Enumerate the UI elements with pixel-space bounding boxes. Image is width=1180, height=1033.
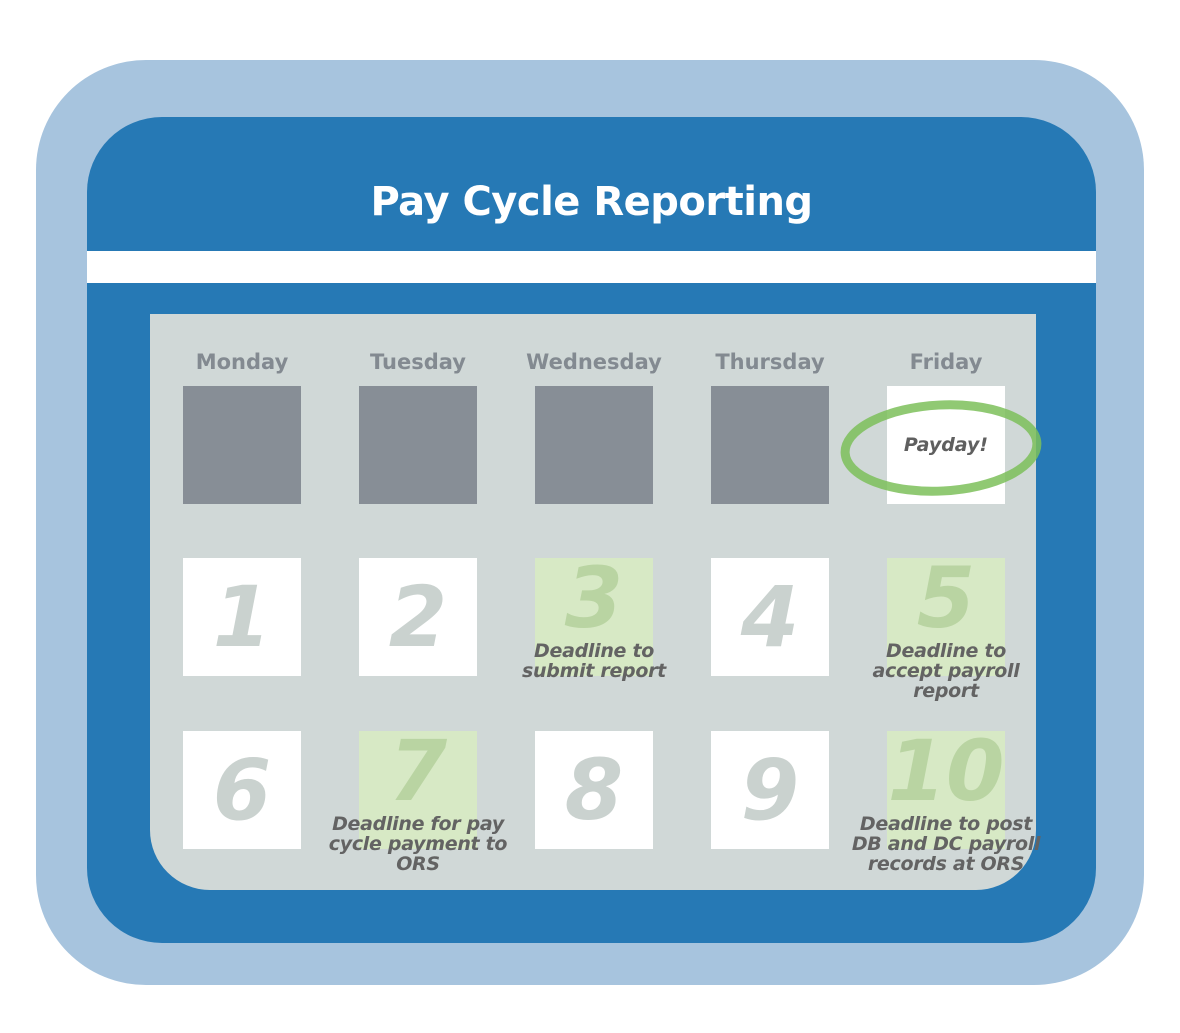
payday-circle-icon [840, 400, 1042, 496]
day-cell-5: 5 [887, 549, 1005, 676]
day-cell-3: 3 [535, 549, 653, 676]
day-header-thursday: Thursday [715, 350, 825, 374]
day-number: 7 [388, 722, 448, 820]
day-cell-2: 2 [359, 558, 477, 676]
day-header-friday: Friday [909, 350, 983, 374]
calendar-title: Pay Cycle Reporting [370, 179, 813, 225]
deadline-note: Deadline for pay cycle payment to ORS [328, 813, 508, 875]
day-number: 5 [916, 549, 976, 647]
blank-day-cell [183, 386, 301, 504]
day-number: 9 [740, 741, 800, 839]
day-cell-8: 8 [535, 731, 653, 849]
day-header-monday: Monday [195, 350, 289, 374]
day-cell-6: 6 [183, 731, 301, 849]
blank-day-cell [711, 386, 829, 504]
day-number: 8 [564, 741, 624, 839]
day-cell-10: 10 [887, 722, 1005, 849]
deadline-note: Deadline to submit report [522, 640, 666, 682]
day-header-tuesday: Tuesday [370, 350, 466, 374]
day-number: 2 [388, 568, 448, 666]
deadline-note: Deadline to accept payroll report [872, 640, 1020, 702]
day-cell-4: 4 [711, 558, 829, 676]
day-header-wednesday: Wednesday [526, 350, 662, 374]
header-divider [87, 251, 1096, 283]
day-number: 4 [740, 568, 800, 666]
day-cell-7: 7 [359, 722, 477, 849]
blank-day-cell [359, 386, 477, 504]
blank-day-cell [535, 386, 653, 504]
payday-circle-stroke [840, 400, 1042, 496]
payday-label: Payday! [903, 434, 989, 456]
deadline-note: Deadline to post DB and DC payroll recor… [851, 813, 1041, 875]
day-cell-9: 9 [711, 731, 829, 849]
day-number: 1 [212, 568, 272, 666]
day-number: 3 [564, 549, 624, 647]
day-number: 6 [212, 741, 272, 839]
day-cell-1: 1 [183, 558, 301, 676]
day-number: 10 [887, 722, 1005, 820]
